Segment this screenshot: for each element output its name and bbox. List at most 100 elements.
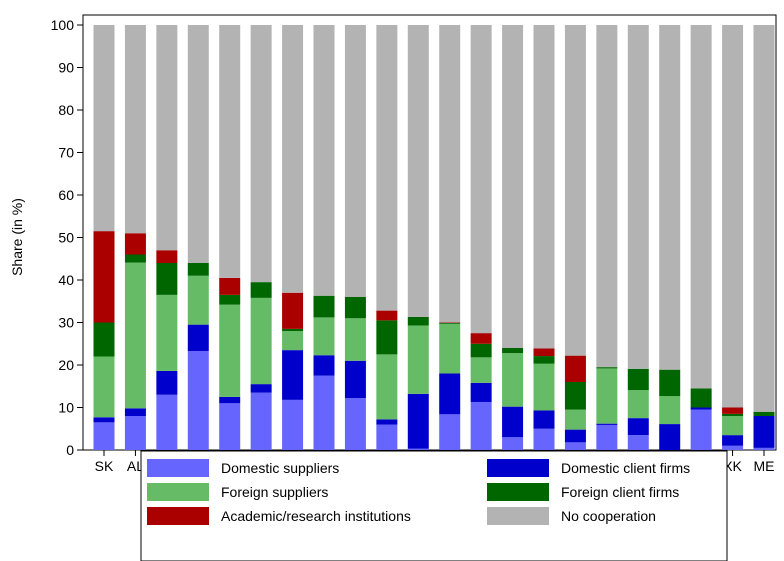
bar-segment-ro-foreign-suppliers (439, 323, 461, 374)
bar-segment-ua-foreign-suppliers (282, 331, 304, 351)
legend-label: Domestic suppliers (221, 460, 339, 476)
bar-segment-am-domestic-suppliers (407, 448, 429, 450)
bar-segment-si-no-cooperation (219, 25, 241, 278)
bar-segment-lv-domestic-suppliers (187, 350, 209, 450)
bar-segment-ee-domestic-client-firms (564, 429, 586, 443)
bar-segment-lv-foreign-suppliers (187, 275, 209, 325)
bar-segment-ee-foreign-suppliers (564, 409, 586, 430)
bar-segment-ge-no-cooperation (313, 25, 335, 296)
bar-stack-si (219, 25, 241, 450)
bar-segment-pl-no-cooperation (470, 25, 492, 334)
bar-segment-rs-foreign-suppliers (627, 390, 649, 419)
y-tick-label: 100 (51, 17, 75, 33)
bar-segment-al-no-cooperation (124, 25, 146, 234)
legend-entry-foreign-client-firms: Foreign client firms (487, 483, 679, 501)
bar-segment-ua-foreign-client-firms (282, 328, 304, 332)
bar-segment-md-foreign-client-firms (250, 282, 272, 298)
bar-segment-ro-domestic-suppliers (439, 414, 461, 450)
bar-segment-rs-domestic-suppliers (627, 435, 649, 451)
bar-segment-am-foreign-client-firms (407, 316, 429, 326)
y-tick-label: 50 (58, 230, 74, 246)
bar-segment-hr-academic-research-institutions (156, 250, 178, 263)
bar-segment-bg-foreign-suppliers (502, 353, 524, 407)
bar-stack-rs (627, 25, 649, 451)
bar-segment-sk-foreign-client-firms (93, 322, 115, 357)
bar-segment-ee-academic-research-institutions (564, 355, 586, 382)
bar-segment-hr-foreign-suppliers (156, 294, 178, 371)
y-axis: 0 10 20 30 40 50 60 70 80 90 100 (51, 17, 83, 458)
bar-segment-md-domestic-client-firms (250, 384, 272, 393)
bar-segment-ro-no-cooperation (439, 25, 461, 323)
bar-segment-md-no-cooperation (250, 25, 272, 283)
bar-segment-pl-foreign-suppliers (470, 357, 492, 383)
bar-stack-am (407, 25, 429, 450)
bar-segment-sk-domestic-client-firms (93, 417, 115, 423)
y-tick-label: 40 (58, 272, 74, 288)
bar-segment-ge-foreign-client-firms (313, 295, 335, 318)
bar-segment-al-foreign-client-firms (124, 254, 146, 263)
bar-segment-ua-domestic-suppliers (282, 399, 304, 450)
bar-segment-ba-domestic-suppliers (596, 424, 618, 450)
bar-segment-bg-no-cooperation (502, 25, 524, 348)
bar-segment-am-foreign-suppliers (407, 325, 429, 394)
bar-segment-sk-domestic-suppliers (93, 422, 115, 451)
bar-segment-ge-domestic-suppliers (313, 375, 335, 451)
bar-segment-md-foreign-suppliers (250, 297, 272, 385)
legend-swatch (147, 507, 209, 525)
bar-segment-al-foreign-suppliers (124, 262, 146, 409)
bar-segment-si-foreign-client-firms (219, 294, 241, 305)
bar-segment-sk-no-cooperation (93, 25, 115, 232)
bar-segment-xk-no-cooperation (722, 25, 744, 408)
bar-stack-ua (282, 25, 304, 450)
bar-segment-by-no-cooperation (533, 25, 555, 349)
bar-segment-hr-domestic-suppliers (156, 394, 178, 450)
bar-stack-cz (344, 25, 366, 450)
y-tick-label: 70 (58, 145, 74, 161)
y-tick-label: 10 (58, 400, 74, 416)
bar-segment-bg-domestic-suppliers (502, 437, 524, 450)
x-tick-label: AL (127, 458, 144, 474)
bar-segment-cz-foreign-suppliers (344, 318, 366, 361)
y-tick-label: 30 (58, 315, 74, 331)
bar-segment-cz-foreign-client-firms (344, 297, 366, 319)
bar-segment-by-academic-research-institutions (533, 348, 555, 357)
bar-segment-hr-foreign-client-firms (156, 263, 178, 295)
bar-segment-rs-foreign-client-firms (627, 368, 649, 391)
bar-segment-hu-foreign-client-firms (690, 388, 712, 408)
bar-stack-hr (156, 25, 178, 450)
bar-segment-sk-foreign-suppliers (93, 356, 115, 418)
bar-stack-mk (376, 25, 398, 450)
y-tick-label: 80 (58, 102, 74, 118)
bar-segment-by-foreign-client-firms (533, 356, 555, 364)
bar-stack-md (250, 25, 272, 451)
bar-stack-pl (470, 25, 492, 450)
legend-label: Domestic client firms (561, 460, 690, 476)
bar-segment-me-no-cooperation (753, 25, 775, 412)
bar-segment-mk-domestic-suppliers (376, 424, 398, 450)
bar-segment-bg-foreign-client-firms (502, 348, 524, 354)
bar-stack-ba (596, 25, 618, 450)
bar-segment-pl-foreign-client-firms (470, 343, 492, 358)
legend-label: No cooperation (561, 508, 656, 524)
bar-stack-by (533, 25, 555, 450)
bar-segment-ua-no-cooperation (282, 25, 304, 293)
legend-entry-foreign-suppliers: Foreign suppliers (147, 483, 328, 501)
bar-stack-sk (93, 25, 115, 451)
bar-segment-pl-domestic-client-firms (470, 382, 492, 402)
bar-segment-me-domestic-client-firms (753, 416, 775, 448)
plot-area (82, 14, 777, 451)
bar-stack-lt (659, 25, 681, 450)
bar-segment-hu-domestic-client-firms (690, 407, 712, 410)
legend-label: Academic/research institutions (221, 508, 411, 524)
bar-segment-me-domestic-suppliers (753, 447, 775, 451)
legend-box (140, 450, 728, 561)
legend: Domestic suppliers Domestic client firms F… (140, 450, 728, 561)
bar-segment-lv-domestic-client-firms (187, 324, 209, 351)
bar-segment-al-academic-research-institutions (124, 233, 146, 255)
legend-entry-no-cooperation: No cooperation (487, 507, 656, 525)
legend-swatch (147, 459, 209, 477)
bar-segment-sk-academic-research-institutions (93, 231, 115, 323)
y-tick-label: 20 (58, 357, 74, 373)
bar-segment-am-no-cooperation (407, 25, 429, 317)
bar-segment-ro-domestic-client-firms (439, 373, 461, 415)
